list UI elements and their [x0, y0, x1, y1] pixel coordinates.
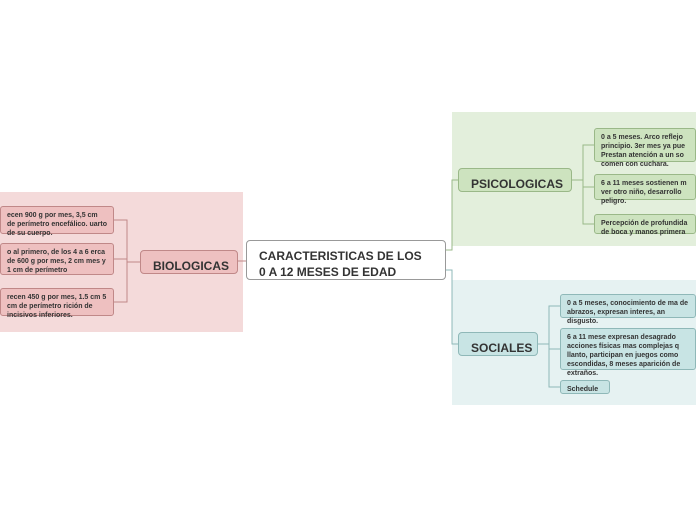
category-sociales-label: SOCIALES — [471, 341, 532, 355]
detail-soc-2: Schedule — [560, 380, 610, 394]
detail-bio-0: ecen 900 g por mes, 3,5 cm de perímetro … — [0, 206, 114, 234]
detail-psi-2: Percepción de profundida de boca y manos… — [594, 214, 696, 234]
category-sociales: SOCIALES — [458, 332, 538, 356]
detail-soc-0: 0 a 5 meses, conocimiento de ma de abraz… — [560, 294, 696, 318]
category-psicologicas: PSICOLOGICAS — [458, 168, 572, 192]
detail-soc-1: 6 a 11 mese expresan desagrado acciones … — [560, 328, 696, 370]
category-biologicas-label: BIOLOGICAS — [153, 259, 229, 273]
detail-psi-0: 0 a 5 meses. Arco reflejo principio. 3er… — [594, 128, 696, 162]
category-psicologicas-label: PSICOLOGICAS — [471, 177, 563, 191]
center-title-line1: CARACTERISTICAS DE LOS — [259, 249, 433, 265]
category-biologicas: BIOLOGICAS — [140, 250, 238, 274]
center-title-line2: 0 A 12 MESES DE EDAD — [259, 265, 433, 281]
detail-bio-2: recen 450 g por mes, 1.5 cm 5 cm de perí… — [0, 288, 114, 316]
center-node: CARACTERISTICAS DE LOS 0 A 12 MESES DE E… — [246, 240, 446, 280]
detail-psi-1: 6 a 11 meses sostienen m ver otro niño, … — [594, 174, 696, 200]
detail-bio-1: o al primero, de los 4 a 6 erca de 600 g… — [0, 243, 114, 275]
